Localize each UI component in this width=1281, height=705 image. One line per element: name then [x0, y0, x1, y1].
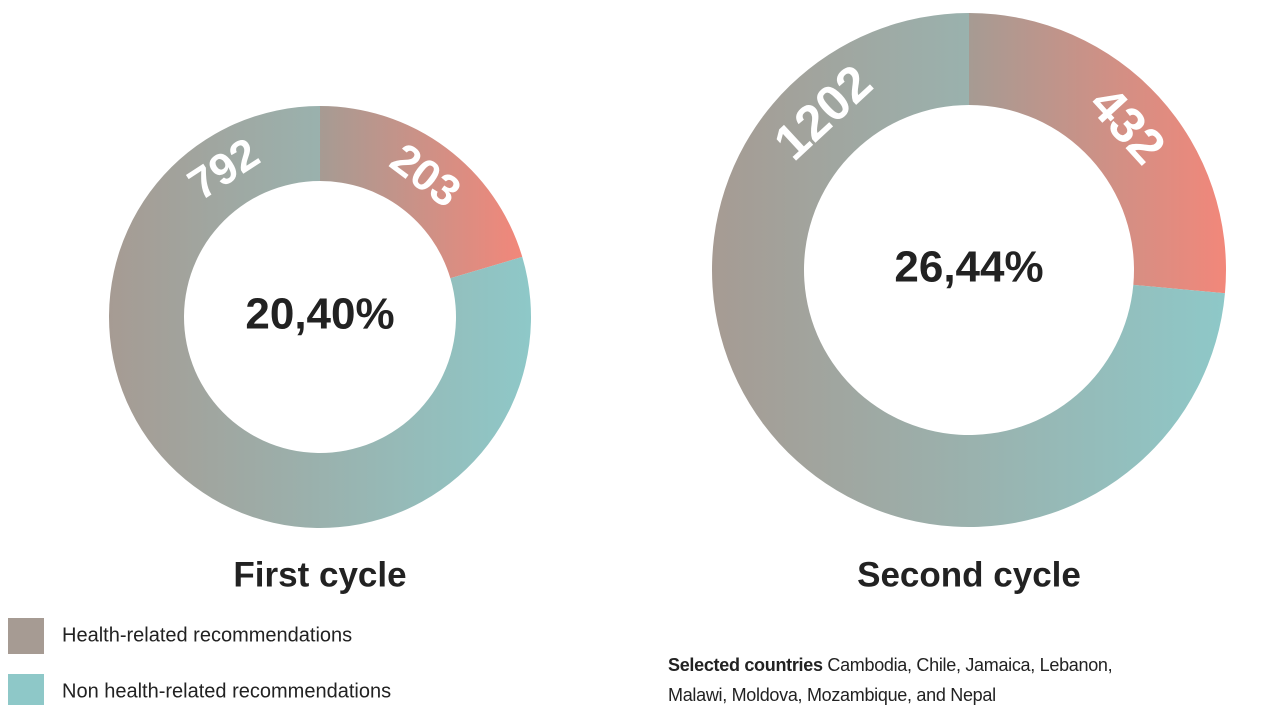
- chart-title: First cycle: [233, 555, 406, 594]
- donut-segment: [320, 106, 523, 279]
- chart-title: Second cycle: [857, 555, 1081, 594]
- note: Selected countries Cambodia, Chile, Jama…: [668, 650, 1168, 705]
- legend-label: Health-related recommendations: [62, 624, 352, 646]
- legend-swatch: [8, 674, 44, 705]
- legend-label: Non health-related recommendations: [62, 680, 391, 702]
- donut-segment: [969, 13, 1226, 294]
- center-label: 26,44%: [894, 243, 1043, 292]
- donut-segment: [109, 106, 532, 528]
- note-text: Cambodia, Chile, Jamaica, Lebanon, Malaw…: [668, 655, 1113, 705]
- note-label: Selected countries: [668, 655, 823, 675]
- legend-swatch: [8, 618, 44, 654]
- center-label: 20,40%: [245, 290, 394, 339]
- donut-segment: [711, 13, 1225, 527]
